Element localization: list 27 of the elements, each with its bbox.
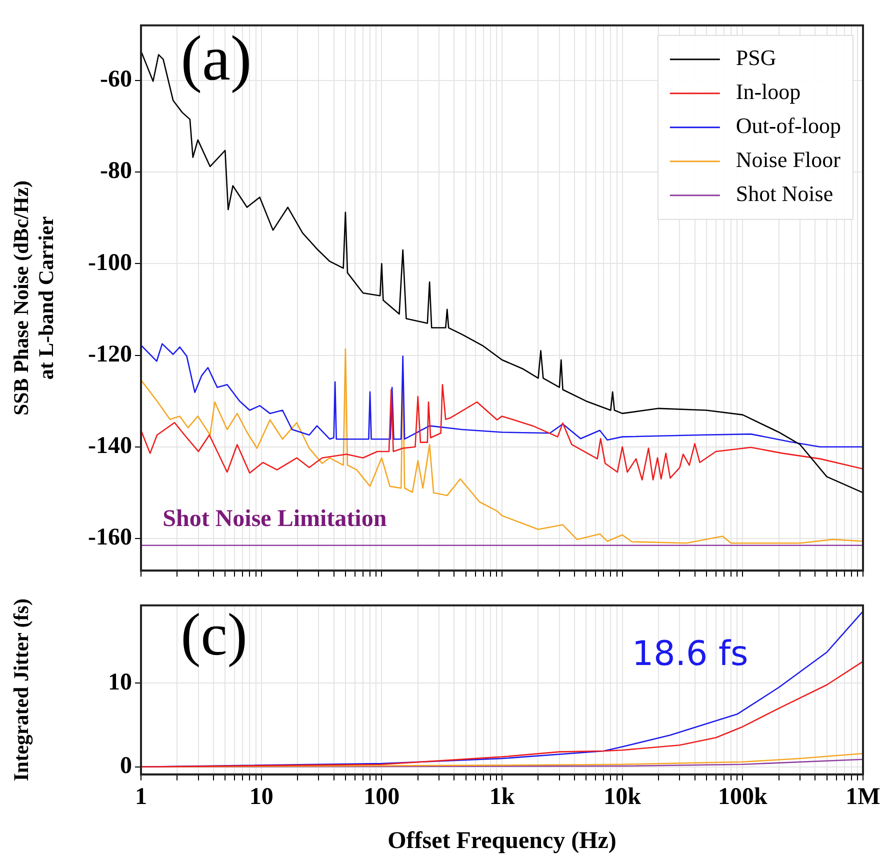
y-tick-label: -120 — [88, 341, 132, 368]
legend-label: Shot Noise — [736, 181, 834, 206]
y-tick-label: -160 — [88, 524, 132, 551]
x-tick-label: 10k — [604, 784, 642, 810]
y-tick-label: 10 — [108, 669, 132, 696]
annotation: (c) — [180, 602, 248, 668]
legend-label: Out-of-loop — [736, 113, 842, 138]
x-tick-label: 1 — [135, 784, 147, 810]
legend-label: Noise Floor — [736, 147, 842, 172]
x-axis-title: Offset Frequency (Hz) — [388, 828, 616, 854]
x-tick-label: 10 — [249, 784, 274, 810]
y-axis-title: Integrated Jitter (fs) — [9, 598, 34, 782]
x-tick-label: 100 — [364, 784, 400, 810]
legend-label: PSG — [736, 45, 776, 70]
annotation: (a) — [180, 22, 252, 94]
x-tick-label: 1k — [489, 784, 516, 810]
x-tick-label: 100k — [718, 784, 768, 810]
y-tick-label: -60 — [100, 66, 132, 93]
annotation: Shot Noise Limitation — [162, 506, 387, 532]
y-axis-title: SSB Phase Noise (dBc/Hz) at L-band Carrier — [9, 180, 58, 416]
x-tick-label: 1M — [846, 784, 880, 810]
y-tick-label: -100 — [88, 250, 132, 276]
y-tick-label: -80 — [100, 158, 132, 184]
y-tick-label: 0 — [120, 753, 132, 780]
y-tick-label: -140 — [88, 433, 132, 460]
legend-label: In-loop — [736, 79, 801, 104]
annotation: 18.6 fs — [632, 634, 748, 674]
